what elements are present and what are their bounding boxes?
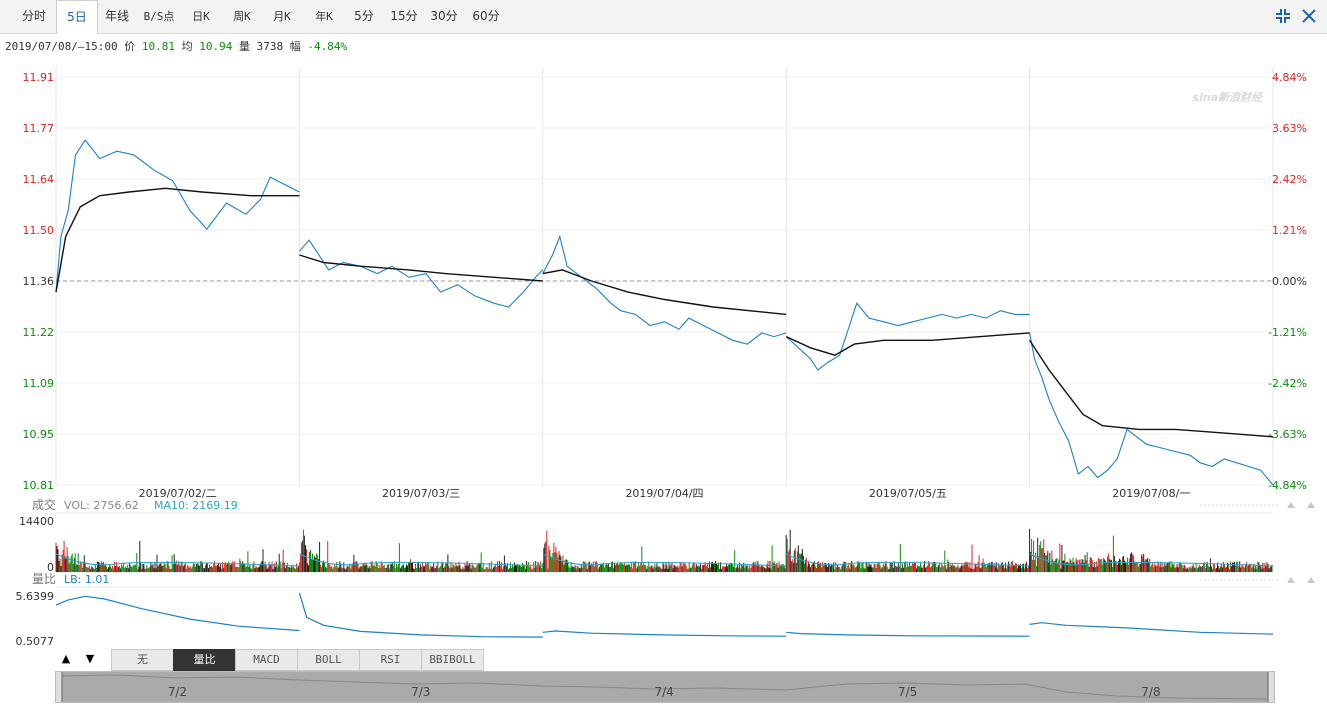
quote-info-bar: 2019/07/08/—15:00 价 10.81 均 10.94 量 3738…	[5, 38, 347, 54]
y-tick-right: 3.63%	[1272, 122, 1307, 135]
day-label: 2019/07/04/四	[625, 487, 703, 500]
navigator-day-label: 7/3	[411, 685, 431, 699]
y-tick-left: 11.36	[23, 275, 55, 288]
top-toolbar: 分时 5日 年线 B/S点 日K 周K 月K 年K 5分 15分 30分 60分	[0, 0, 1327, 34]
avg-line-day-1	[55, 187, 300, 293]
volume-ymin: 0	[47, 561, 54, 574]
indicator-rsi[interactable]: RSI	[359, 649, 422, 671]
tab-60min[interactable]: 60分	[472, 9, 500, 23]
ratio-ymin: 0.5077	[16, 635, 55, 648]
ratio-line-day-1	[55, 595, 300, 632]
day-label: 2019/07/02/二	[139, 487, 217, 500]
price-line-day-1	[55, 139, 300, 293]
tab-year-line[interactable]: 年线	[104, 9, 129, 23]
tab-day-k[interactable]: 日K	[192, 10, 210, 23]
volume-ma-line	[1029, 553, 1274, 567]
scroll-down-button[interactable]: ▼	[85, 652, 95, 665]
navigator-day-label: 7/4	[654, 685, 674, 699]
ratio-ymax: 5.6399	[16, 590, 55, 603]
tab-timeshare[interactable]: 分时	[21, 9, 46, 23]
volume-ma-line	[299, 553, 543, 567]
range-navigator[interactable]	[55, 671, 1275, 703]
avg-line-day-5	[1029, 339, 1274, 438]
volume-ma-line	[542, 553, 787, 567]
ratio-line-day-4	[786, 631, 1030, 637]
navigator-day-label: 7/2	[167, 685, 187, 699]
y-tick-right: 4.84%	[1272, 71, 1307, 84]
ratio-line-day-5	[1029, 622, 1274, 635]
scroll-up-button[interactable]: ▲	[61, 652, 71, 665]
quote-volume: 3738	[256, 40, 284, 53]
y-tick-right: -4.84%	[1268, 479, 1307, 492]
tab-week-k[interactable]: 周K	[233, 10, 251, 23]
tab-30min[interactable]: 30分	[430, 9, 458, 23]
avg-line-day-2	[299, 254, 543, 282]
volume-panel-label: 成交	[32, 497, 56, 512]
y-tick-left: 11.77	[23, 122, 55, 135]
tab-month-k[interactable]: 月K	[273, 10, 291, 23]
day-label: 2019/07/05/五	[869, 487, 947, 500]
tab-5day[interactable]: 5日	[56, 0, 98, 34]
panel-scroll-down-icon[interactable]	[1307, 502, 1315, 508]
avg-line-day-3	[542, 269, 787, 316]
volume-ma10: MA10: 2169.19	[154, 499, 238, 512]
panel-scroll-up-icon[interactable]	[1287, 502, 1295, 508]
ratio-panel-label: 量比	[32, 572, 56, 586]
avg-line-day-4	[785, 332, 1030, 356]
price-label: 价	[124, 40, 136, 53]
change-label: 幅	[289, 40, 301, 53]
quote-datetime: 2019/07/08/—15:00	[5, 40, 118, 53]
y-tick-right: 0.00%	[1272, 275, 1307, 288]
navigator-day-label: 7/5	[897, 685, 918, 699]
volume-ma-line	[55, 553, 300, 567]
quote-change: -4.84%	[307, 40, 348, 53]
y-tick-left: 11.64	[23, 173, 55, 186]
volume-ymax: 14400	[19, 515, 54, 528]
y-tick-left: 11.22	[23, 326, 55, 339]
indicator-macd[interactable]: MACD	[235, 649, 298, 671]
ratio-line-day-3	[542, 630, 787, 637]
y-tick-left: 11.09	[23, 377, 55, 390]
price-line-day-2	[298, 239, 544, 308]
quote-price: 10.81	[141, 40, 175, 53]
y-tick-left: 11.91	[23, 71, 55, 84]
five-day-chart[interactable]: sina新浪财经 11.91 4.84% 11.77 3.63% 11.64 2.42% 1…	[0, 0, 1327, 648]
y-tick-right: -3.63%	[1268, 428, 1307, 441]
indicator-bbiboll[interactable]: BBIBOLL	[421, 649, 484, 671]
volume-label: 量	[238, 40, 250, 53]
y-tick-right: -2.42%	[1268, 377, 1307, 390]
ratio-value: LB: 1.01	[64, 573, 109, 586]
navigator-day-label: 7/8	[1141, 685, 1161, 699]
price-line-day-5	[1029, 332, 1274, 486]
panel-scroll-up-icon[interactable]	[1287, 577, 1295, 583]
y-tick-right: 2.42%	[1272, 173, 1307, 186]
quote-avg: 10.94	[199, 40, 233, 53]
sina-watermark: sina新浪财经	[1192, 91, 1264, 104]
navigator-mini-chart	[61, 672, 1269, 702]
indicator-boll[interactable]: BOLL	[297, 649, 360, 671]
avg-label: 均	[181, 40, 193, 53]
tab-year-k[interactable]: 年K	[315, 10, 333, 23]
y-tick-left: 11.50	[23, 224, 55, 237]
tab-15min[interactable]: 15分	[390, 9, 418, 23]
y-tick-left: 10.95	[23, 428, 55, 441]
y-tick-left: 10.81	[23, 479, 55, 492]
close-icon[interactable]	[1301, 8, 1317, 24]
tab-5min[interactable]: 5分	[354, 9, 374, 23]
tab-bs-points[interactable]: B/S点	[143, 10, 175, 23]
day-label: 2019/07/03/三	[382, 487, 460, 500]
y-tick-right: -1.21%	[1268, 326, 1307, 339]
price-line-day-4	[785, 302, 1030, 371]
price-line-day-3	[542, 234, 787, 345]
indicator-none[interactable]: 无	[111, 649, 174, 671]
compress-icon[interactable]	[1275, 8, 1291, 24]
navigator-window[interactable]	[62, 672, 1268, 702]
panel-scroll-down-icon[interactable]	[1307, 577, 1315, 583]
y-tick-right: 1.21%	[1272, 224, 1307, 237]
day-label: 2019/07/08/一	[1112, 487, 1190, 500]
volume-value: VOL: 2756.62	[64, 499, 139, 512]
volume-ma-line	[785, 553, 1030, 567]
indicator-volume-ratio[interactable]: 量比	[173, 649, 236, 671]
ratio-line-day-2	[298, 592, 543, 638]
